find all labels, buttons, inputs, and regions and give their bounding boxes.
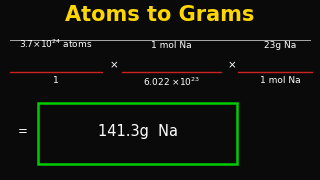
Text: 1 mol Na: 1 mol Na — [151, 41, 191, 50]
Text: ×: × — [228, 61, 236, 71]
Text: 23g Na: 23g Na — [264, 41, 296, 50]
Text: ×: × — [109, 61, 118, 71]
Text: 141.3g  Na: 141.3g Na — [98, 124, 178, 139]
Text: Atoms to Grams: Atoms to Grams — [65, 5, 255, 25]
Text: =: = — [18, 125, 27, 138]
FancyBboxPatch shape — [38, 103, 237, 164]
Text: 6.022 $\times$10$^{23}$: 6.022 $\times$10$^{23}$ — [143, 76, 200, 88]
Text: 1 mol Na: 1 mol Na — [260, 76, 300, 85]
Text: 1: 1 — [53, 76, 59, 85]
Text: 3.7$\times$10$^{24}$ atoms: 3.7$\times$10$^{24}$ atoms — [19, 38, 93, 50]
